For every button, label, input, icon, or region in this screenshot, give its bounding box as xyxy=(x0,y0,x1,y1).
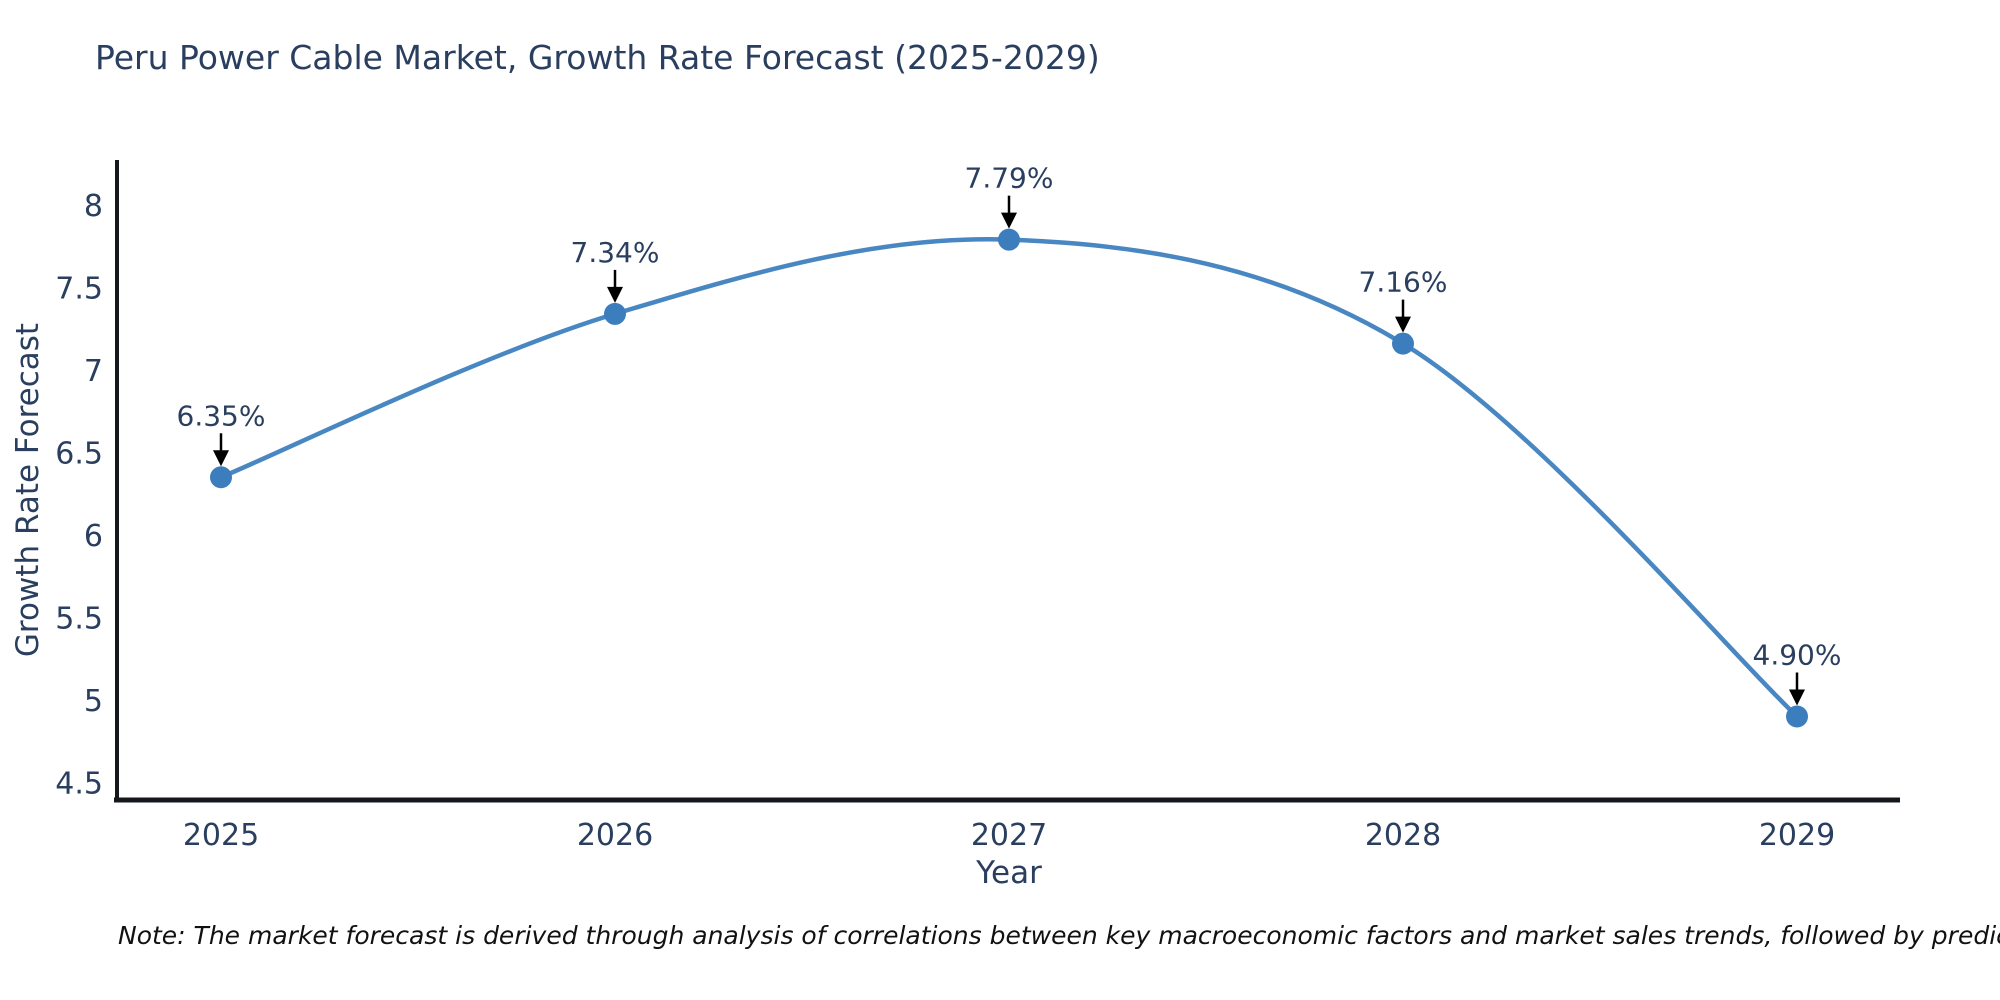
trend-line xyxy=(218,236,1800,719)
footnote: Note: The market forecast is derived thr… xyxy=(118,921,2000,950)
y-tick-label: 4.5 xyxy=(55,767,103,802)
x-tick-label: 2026 xyxy=(577,818,653,853)
data-point-label: 4.90% xyxy=(1753,639,1842,672)
annotation-arrow-head xyxy=(1001,212,1017,229)
annotation-arrow-head xyxy=(607,286,623,303)
data-point-label: 7.79% xyxy=(965,162,1054,195)
data-point-label: 6.35% xyxy=(177,399,266,432)
data-point-marker xyxy=(210,466,232,489)
annotation-arrow-head xyxy=(213,450,229,467)
y-tick-label: 7.5 xyxy=(55,272,103,307)
y-tick-label: 5 xyxy=(84,684,103,719)
y-tick-label: 6 xyxy=(84,519,103,554)
data-point-label: 7.34% xyxy=(571,236,660,269)
data-point-label: 7.16% xyxy=(1359,266,1448,299)
y-tick-label: 8 xyxy=(84,189,103,224)
annotation-arrow-head xyxy=(1395,316,1411,333)
x-tick-label: 2028 xyxy=(1365,818,1441,853)
y-tick-label: 6.5 xyxy=(55,437,103,472)
annotation-arrow-head xyxy=(1789,689,1805,706)
y-axis-title: Growth Rate Forecast xyxy=(10,322,46,658)
data-point-marker xyxy=(1786,705,1808,728)
y-tick-label: 7 xyxy=(84,354,103,389)
chart-title: Peru Power Cable Market, Growth Rate For… xyxy=(95,38,1100,77)
x-tick-label: 2025 xyxy=(183,818,259,853)
y-tick-label: 5.5 xyxy=(55,602,103,637)
data-point-marker xyxy=(604,302,626,325)
data-point-marker xyxy=(998,228,1020,251)
x-tick-label: 2027 xyxy=(971,818,1047,853)
x-tick-label: 2029 xyxy=(1759,818,1835,853)
x-axis-title: Year xyxy=(976,855,1042,891)
data-point-marker xyxy=(1392,332,1414,355)
